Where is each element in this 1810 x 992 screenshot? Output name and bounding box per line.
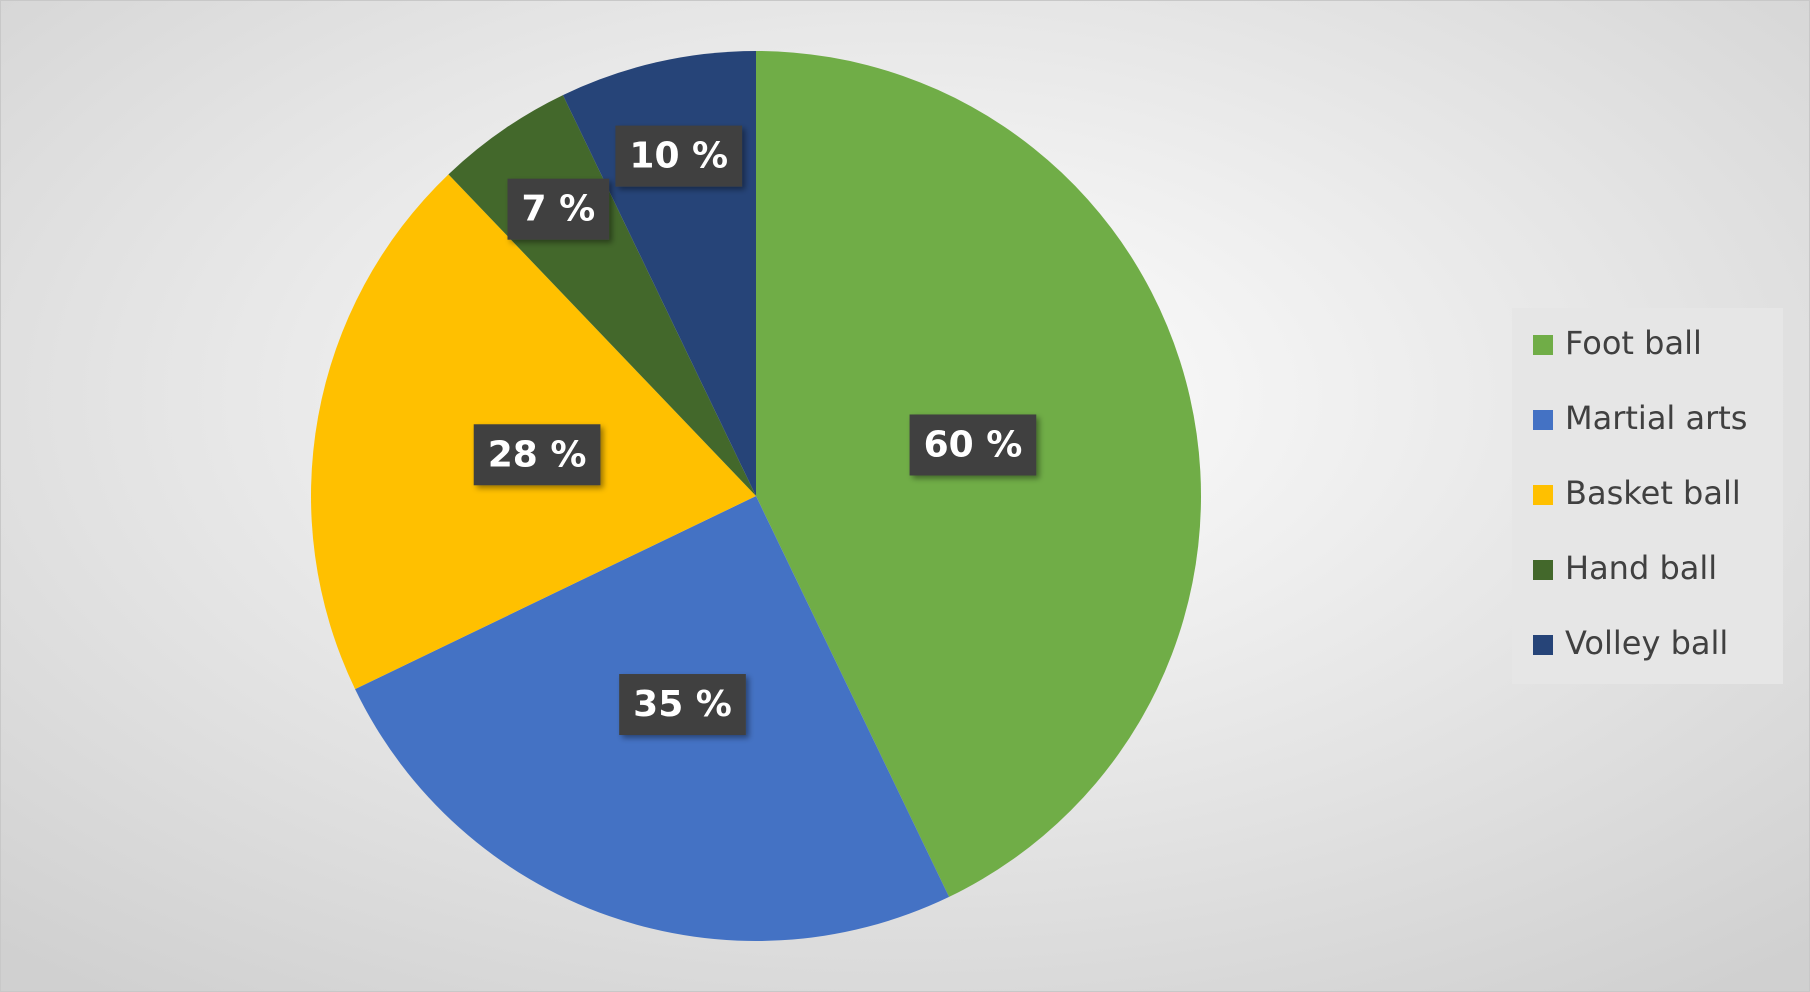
legend-swatch	[1533, 485, 1553, 505]
legend-label: Volley ball	[1565, 624, 1728, 662]
legend-swatch	[1533, 410, 1553, 430]
legend-box	[1512, 308, 1783, 684]
data-label: 28 %	[488, 434, 587, 475]
legend-label: Basket ball	[1565, 474, 1741, 512]
data-label: 60 %	[924, 424, 1023, 465]
data-label-box	[909, 414, 1037, 476]
data-label-box	[619, 674, 746, 736]
legend-label: Martial arts	[1565, 399, 1747, 437]
data-label-box	[507, 178, 610, 240]
legend-label: Foot ball	[1565, 324, 1702, 362]
legend-swatch	[1533, 335, 1553, 355]
legend-label: Hand ball	[1565, 549, 1717, 587]
data-label-box	[473, 424, 601, 486]
data-label: 7 %	[522, 189, 596, 230]
data-label: 10 %	[629, 136, 728, 177]
legend-swatch	[1533, 635, 1553, 655]
data-label: 35 %	[633, 684, 732, 725]
legend-swatch	[1533, 560, 1553, 580]
data-label-box	[615, 125, 743, 187]
